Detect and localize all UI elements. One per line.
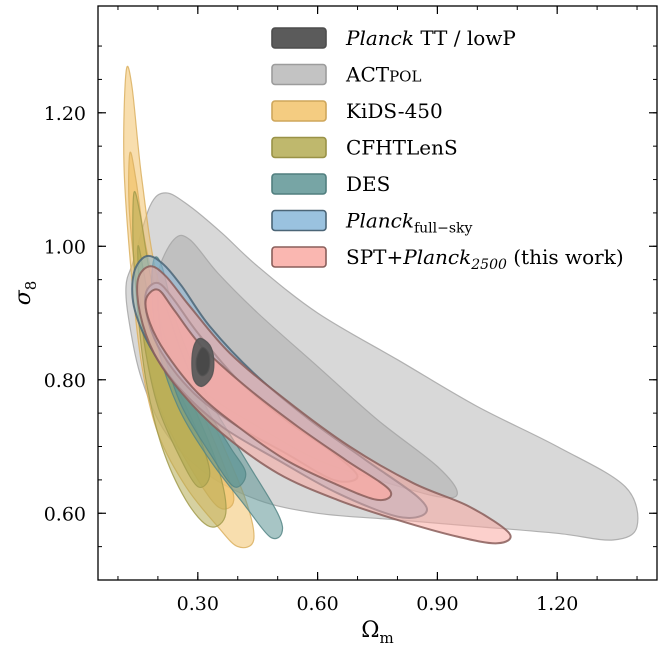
legend-label: CFHTLenS	[346, 136, 458, 160]
legend-label: SPT+Planck2500 (this work)	[346, 245, 624, 273]
legend-swatch	[271, 63, 327, 86]
legend-label: KiDS-450	[346, 99, 443, 123]
legend-swatch	[271, 136, 327, 159]
y-tick-label: 0.60	[44, 503, 86, 525]
y-tick-label: 1.00	[44, 236, 86, 258]
contour-layer	[123, 65, 639, 549]
x-tick-label: 0.60	[296, 593, 338, 615]
x-tick-label: 0.90	[416, 593, 458, 615]
x-tick-label: 0.30	[177, 593, 219, 615]
legend-label: ACTPOL	[345, 63, 421, 87]
spt-planck2500-this-work-inner-contour	[144, 288, 393, 502]
legend-swatch	[271, 209, 327, 232]
y-tick-label: 0.80	[44, 370, 86, 392]
legend: Planck TT / lowP ACTPOL KiDS-450 CFHTLenS DE…	[271, 26, 624, 273]
planck-tt-lowp-inner-contour	[195, 346, 211, 377]
y-axis-label: σ8	[11, 281, 40, 306]
legend-swatch	[271, 246, 327, 268]
x-tick-label: 1.20	[536, 593, 578, 615]
legend-label: Planck TT / lowP	[345, 26, 516, 50]
legend-label: DES	[346, 172, 390, 196]
legend-swatch	[271, 173, 327, 195]
legend-swatch	[271, 27, 327, 49]
axes: 0.30 0.60 0.90 1.20 0.60 0.80 1.00 1.20	[44, 5, 658, 615]
legend-swatch	[271, 100, 327, 122]
legend-label: Planckfull−sky	[345, 209, 473, 237]
x-axis-label: Ωm	[361, 618, 393, 647]
y-tick-label: 1.20	[44, 103, 86, 125]
plot-frame	[97, 5, 658, 581]
